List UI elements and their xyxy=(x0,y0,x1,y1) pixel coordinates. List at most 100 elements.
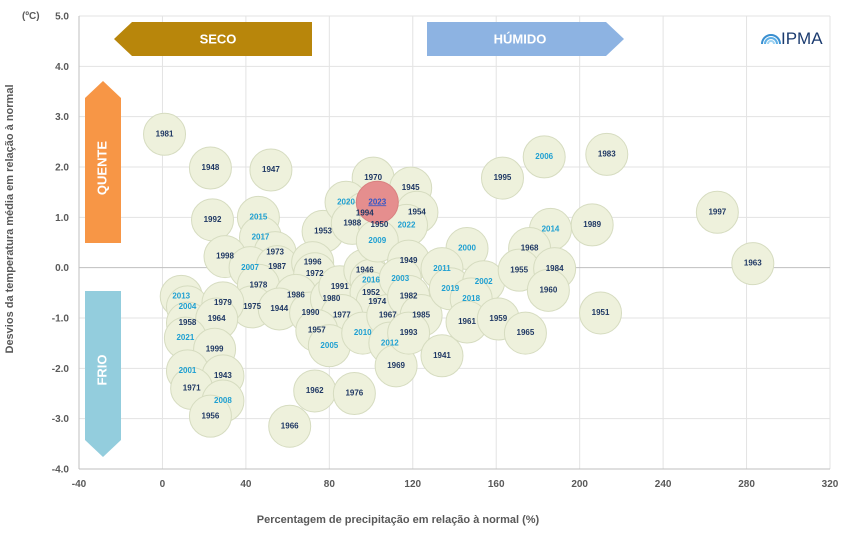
x-tick-label: 0 xyxy=(160,479,166,490)
bubble-label-1943: 1943 xyxy=(214,371,232,380)
x-axis-title: Percentagem de precipitação em relação à… xyxy=(257,514,540,526)
humido-arrow: HÚMIDO xyxy=(427,22,624,56)
bubble-1947 xyxy=(249,148,293,192)
bubble-label-1999: 1999 xyxy=(206,344,224,353)
bubble-label-1998: 1998 xyxy=(216,252,234,261)
bubble-1956 xyxy=(188,394,232,438)
bubble-label-1973: 1973 xyxy=(266,248,284,257)
bubble-1960 xyxy=(526,268,570,312)
bubble-label-1947: 1947 xyxy=(262,165,280,174)
bubble-label-2014: 2014 xyxy=(542,225,560,234)
y-tick-label: 2.0 xyxy=(55,163,69,174)
bubble-1951 xyxy=(579,291,623,335)
bubble-label-1960: 1960 xyxy=(539,285,557,294)
bubble-label-1975: 1975 xyxy=(243,302,261,311)
bubble-label-1961: 1961 xyxy=(458,317,476,326)
bubble-label-1978: 1978 xyxy=(250,280,268,289)
bubble-label-1993: 1993 xyxy=(400,328,418,337)
bubble-label-1995: 1995 xyxy=(494,173,512,182)
bubble-label-1992: 1992 xyxy=(204,215,222,224)
frio-label: FRIO xyxy=(94,354,109,385)
x-tick-label: 240 xyxy=(655,479,672,490)
logo-text: IPMA xyxy=(781,29,823,48)
bubble-label-2021: 2021 xyxy=(176,333,194,342)
bubble-label-1946: 1946 xyxy=(356,265,374,274)
bubble-1965 xyxy=(503,311,547,355)
rainbow-icon xyxy=(761,34,781,45)
bubble-label-1952: 1952 xyxy=(362,288,380,297)
bubble-label-1989: 1989 xyxy=(583,220,601,229)
y-axis-title: Desvios da temperatura média em relação … xyxy=(4,84,16,353)
quente-label: QUENTE xyxy=(94,141,109,196)
bubble-label-1984: 1984 xyxy=(546,264,564,273)
bubble-label-2015: 2015 xyxy=(250,212,268,221)
bubble-label-1985: 1985 xyxy=(412,311,430,320)
bubble-label-1977: 1977 xyxy=(333,311,351,320)
bubble-label-2006: 2006 xyxy=(535,152,553,161)
bubble-1963 xyxy=(731,242,775,286)
seco-label: SECO xyxy=(200,31,237,46)
y-tick-label: 1.0 xyxy=(55,213,69,224)
bubble-label-1953: 1953 xyxy=(314,227,332,236)
frio-arrow: FRIO xyxy=(85,291,121,457)
bubble-label-1945: 1945 xyxy=(402,183,420,192)
bubble-label-1981: 1981 xyxy=(156,129,174,138)
bubble-1966 xyxy=(268,404,312,448)
quente-arrow: QUENTE xyxy=(85,81,121,243)
bubble-label-2010: 2010 xyxy=(354,328,372,337)
axes: -40 0 40 80 120 160 200 240 280 320 5.0 4.0 3.0 2.0 1.… xyxy=(52,12,839,491)
bubble-1993 xyxy=(387,311,431,355)
bubble-label-2019: 2019 xyxy=(441,284,459,293)
bubble-label-1983: 1983 xyxy=(598,150,616,159)
x-tick-label: 200 xyxy=(571,479,588,490)
bubble-label-2013: 2013 xyxy=(172,291,190,300)
bubble-label-1958: 1958 xyxy=(179,318,197,327)
bubble-1983 xyxy=(585,132,629,176)
bubble-label-1949: 1949 xyxy=(400,256,418,265)
bubble-label-2011: 2011 xyxy=(433,264,451,273)
bubble-label-1976: 1976 xyxy=(345,389,363,398)
bubble-label-1986: 1986 xyxy=(287,290,305,299)
bubble-label-2002: 2002 xyxy=(475,277,493,286)
bubble-1941 xyxy=(420,334,464,378)
arrow-annotations: SECO HÚMIDO QUENTE FRIO xyxy=(85,22,624,457)
bubble-label-1963: 1963 xyxy=(744,259,762,268)
bubble-label-2000: 2000 xyxy=(458,244,476,253)
bubble-label-1972: 1972 xyxy=(306,269,324,278)
bubble-label-1979: 1979 xyxy=(214,298,232,307)
bubble-label-2009: 2009 xyxy=(368,236,386,245)
y-tick-label: -3.0 xyxy=(52,414,70,425)
ipma-logo: IPMA xyxy=(761,29,823,48)
x-tick-label: 160 xyxy=(488,479,505,490)
bubble-label-1964: 1964 xyxy=(208,314,226,323)
bubble-1981 xyxy=(143,112,187,156)
bubbles: 1981 1948 1947 1992 2015 2017 1998 1973 2007 1987… xyxy=(143,112,775,448)
y-tick-label: 5.0 xyxy=(55,12,69,23)
bubble-label-2012: 2012 xyxy=(381,338,399,347)
y-tick-label: -2.0 xyxy=(52,364,70,375)
bubble-label-1944: 1944 xyxy=(270,304,288,313)
bubble-label-1969: 1969 xyxy=(387,361,405,370)
bubble-2006 xyxy=(522,135,566,179)
bubble-label-1970: 1970 xyxy=(364,173,382,182)
x-tick-label: 40 xyxy=(240,479,252,490)
seco-arrow: SECO xyxy=(114,22,312,56)
bubble-label-1966: 1966 xyxy=(281,421,299,430)
bubble-label-2017: 2017 xyxy=(252,233,270,242)
x-tick-label: 80 xyxy=(324,479,336,490)
bubble-label-2020: 2020 xyxy=(337,197,355,206)
bubble-1995 xyxy=(480,156,524,200)
x-tick-label: -40 xyxy=(72,479,87,490)
y-tick-label: 4.0 xyxy=(55,62,69,73)
humido-label: HÚMIDO xyxy=(494,31,547,46)
bubble-label-2018: 2018 xyxy=(462,294,480,303)
bubble-1997 xyxy=(695,190,739,234)
bubble-label-1994: 1994 xyxy=(356,208,374,217)
y-tick-label: 3.0 xyxy=(55,112,69,123)
bubble-label-1962: 1962 xyxy=(306,386,324,395)
x-tick-label: 280 xyxy=(738,479,755,490)
bubble-label-2007: 2007 xyxy=(241,263,259,272)
bubble-label-1941: 1941 xyxy=(433,351,451,360)
